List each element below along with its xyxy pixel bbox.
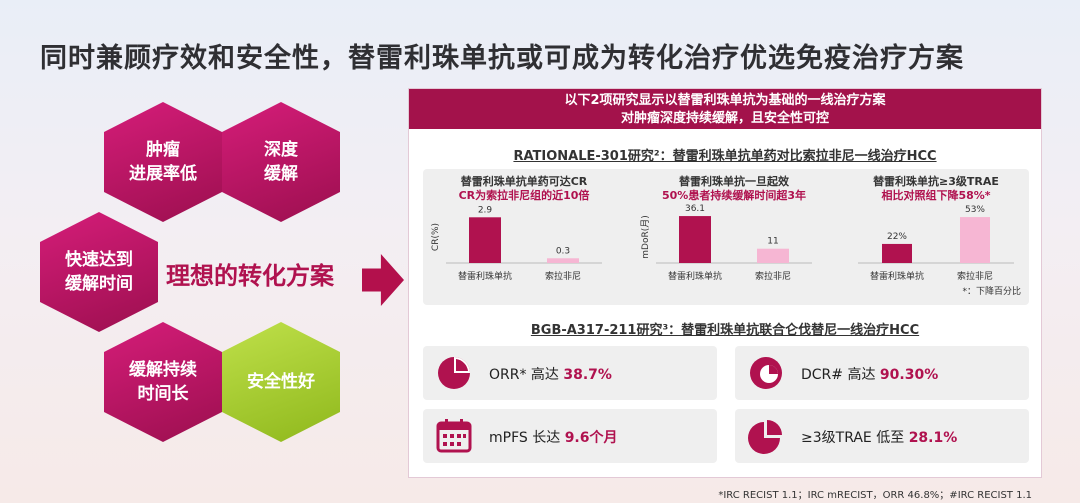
page-title: 同时兼顾疗效和安全性，替雷利珠单抗或可成为转化治疗优选免疫治疗方案 <box>40 43 964 74</box>
stat-dcr: DCR# 高达 90.30% <box>735 346 1029 400</box>
evidence-panel: 以下2项研究显示以替雷利珠单抗为基础的一线治疗方案 对肿瘤深度持续缓解，且安全性… <box>408 88 1042 478</box>
pie-slice-icon <box>748 420 782 454</box>
banner-line-1: 以下2项研究显示以替雷利珠单抗为基础的一线治疗方案 <box>564 93 886 108</box>
stat-dcr-text: DCR# 高达 90.30% <box>801 367 939 383</box>
hex-fast-response: 快速达到 缓解时间 <box>40 212 158 332</box>
chart-title: 替雷利珠单抗单药可达CR <box>461 174 588 188</box>
stat-orr: ORR* 高达 38.7% <box>423 346 717 400</box>
chart-bar <box>757 248 789 263</box>
right-arrow-icon <box>362 254 404 306</box>
chart-subtitle: CR为索拉非尼组的近10倍 <box>459 188 590 202</box>
chart-bar <box>679 216 711 263</box>
panel-banner: 以下2项研究显示以替雷利珠单抗为基础的一线治疗方案 对肿瘤深度持续缓解，且安全性… <box>409 89 1041 129</box>
stat-trae: ≥3级TRAE 低至 28.1% <box>735 409 1029 463</box>
chart-bar <box>469 217 501 263</box>
stat-mpfs-text: mPFS 长达 9.6个月 <box>489 430 618 446</box>
chart-value-label: 11 <box>767 237 778 247</box>
footnote: *IRC RECIST 1.1；IRC mRECIST，ORR 46.8%；#I… <box>718 490 1032 501</box>
chart-subtitle: 相比对照组下降58%* <box>881 188 990 202</box>
chart-title: 替雷利珠单抗一旦起效 <box>679 174 790 188</box>
chart-category-label: 索拉非尼 <box>957 270 993 282</box>
stat-trae-text: ≥3级TRAE 低至 28.1% <box>801 430 958 446</box>
chart-ylabel: mDoR(月) <box>640 215 651 258</box>
charts-box: 替雷利珠单抗单药可达CR CR为索拉非尼组的近10倍 CR(%) 2.9 替雷利珠单抗 0… <box>423 169 1029 305</box>
chart-bar <box>882 243 912 263</box>
donut-chart-icon <box>750 357 782 389</box>
stat-mpfs: mPFS 长达 9.6个月 <box>423 409 717 463</box>
ideal-regimen-label: 理想的转化方案 <box>166 262 334 290</box>
hex-progression-low: 肿瘤 进展率低 <box>104 102 222 222</box>
study2-title: BGB-A317-211研究³：替雷利珠单抗联合仑伐替尼一线治疗HCC <box>530 323 920 338</box>
chart-title: 替雷利珠单抗≥3级TRAE <box>873 174 999 188</box>
chart-value-label: 53% <box>965 205 985 215</box>
chart-bar <box>960 217 990 263</box>
hex-durable-response: 缓解持续 时间长 <box>104 322 222 442</box>
chart-category-label: 索拉非尼 <box>545 270 581 282</box>
chart-value-label: 22% <box>887 232 907 242</box>
chart-category-label: 替雷利珠单抗 <box>870 270 924 282</box>
hex-deep-response: 深度 缓解 <box>222 102 340 222</box>
stat-orr-text: ORR* 高达 38.7% <box>489 367 612 383</box>
chart-note: *：下降百分比 <box>962 285 1021 297</box>
chart-bar <box>547 258 579 263</box>
chart-category-label: 替雷利珠单抗 <box>458 270 512 282</box>
hex-good-safety: 安全性好 <box>222 322 340 442</box>
calendar-icon <box>436 419 472 453</box>
pie-chart-icon <box>438 357 470 389</box>
chart-value-label: 0.3 <box>556 246 570 256</box>
banner-line-2: 对肿瘤深度持续缓解，且安全性可控 <box>620 111 829 126</box>
chart-category-label: 替雷利珠单抗 <box>668 270 722 282</box>
chart-value-label: 36.1 <box>685 204 705 214</box>
chart-value-label: 2.9 <box>478 205 493 215</box>
chart-category-label: 索拉非尼 <box>755 270 791 282</box>
chart-subtitle: 50%患者持续缓解时间超3年 <box>662 188 806 202</box>
study1-title: RATIONALE-301研究²：替雷利珠单抗单药对比索拉非尼一线治疗HCC <box>513 149 937 164</box>
chart-ylabel: CR(%) <box>431 223 441 251</box>
